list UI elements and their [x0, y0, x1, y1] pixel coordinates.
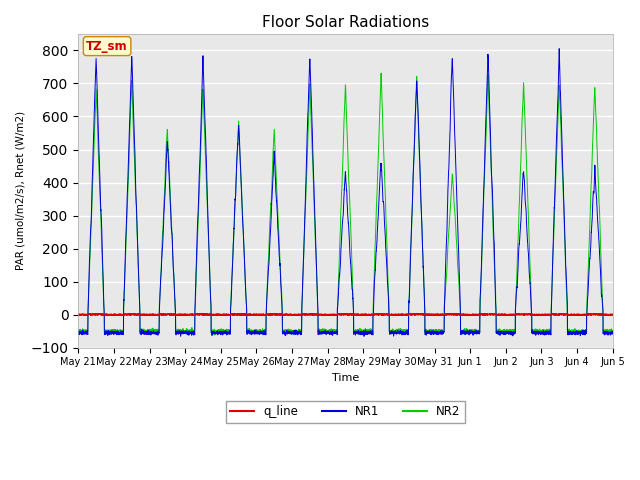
q_line — [608, 312, 616, 318]
NR1 — [608, 329, 616, 335]
q_line — [200, 311, 207, 316]
q_line — [386, 312, 394, 318]
NR2 — [496, 326, 504, 332]
NR2 — [211, 332, 218, 338]
NR1 — [495, 329, 503, 335]
q_line — [609, 312, 616, 318]
q_line — [496, 312, 504, 317]
Line: q_line: q_line — [78, 313, 612, 315]
NR2 — [436, 329, 444, 335]
NR2 — [170, 283, 178, 288]
NR1 — [609, 330, 616, 336]
NR1 — [360, 334, 368, 339]
Y-axis label: PAR (umol/m2/s), Rnet (W/m2): PAR (umol/m2/s), Rnet (W/m2) — [15, 111, 25, 270]
NR1 — [170, 284, 178, 290]
NR2 — [609, 328, 616, 334]
NR2 — [608, 328, 616, 334]
NR2 — [74, 329, 82, 335]
NR1 — [436, 330, 444, 336]
q_line — [326, 312, 333, 318]
Line: NR2: NR2 — [78, 73, 612, 335]
Title: Floor Solar Radiations: Floor Solar Radiations — [262, 15, 429, 30]
NR1 — [556, 46, 563, 51]
NR1 — [326, 330, 333, 336]
q_line — [436, 311, 444, 317]
NR1 — [74, 331, 82, 336]
q_line — [170, 311, 178, 317]
NR1 — [465, 332, 473, 338]
q_line — [74, 312, 82, 318]
Legend: q_line, NR1, NR2: q_line, NR1, NR2 — [226, 401, 465, 423]
NR2 — [465, 328, 473, 334]
Line: NR1: NR1 — [78, 48, 612, 336]
X-axis label: Time: Time — [332, 373, 359, 383]
NR2 — [378, 70, 385, 76]
q_line — [465, 311, 473, 317]
Text: TZ_sm: TZ_sm — [86, 40, 128, 53]
NR2 — [326, 329, 333, 335]
